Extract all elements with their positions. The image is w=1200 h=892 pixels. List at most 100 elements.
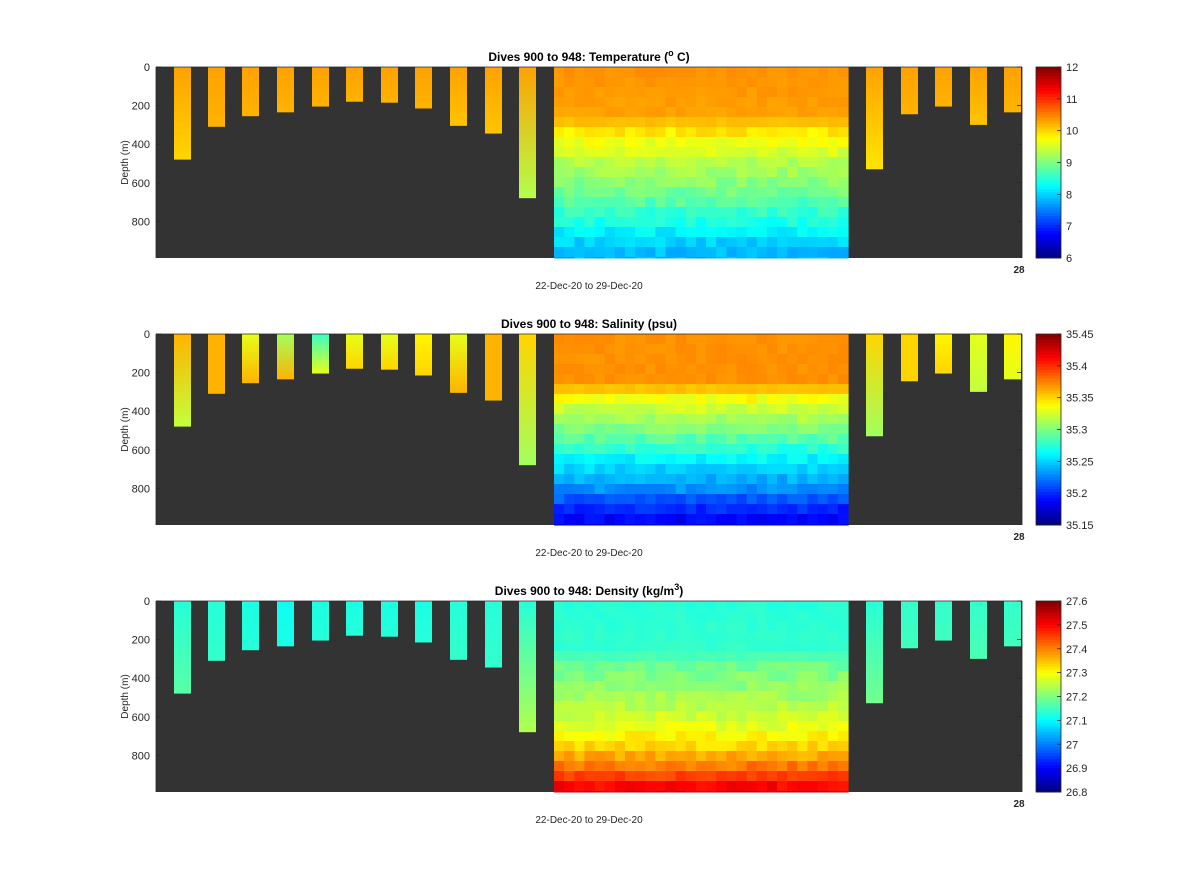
dense-cell: [827, 701, 839, 712]
profile-column: [1004, 601, 1021, 647]
dense-cell: [756, 514, 768, 525]
dense-cell: [706, 67, 717, 78]
dense-cell: [837, 334, 849, 345]
colorbar-tick-label: 12: [1066, 62, 1078, 74]
dense-cell: [706, 177, 717, 188]
dense-cell: [787, 691, 798, 702]
dense-cell: [817, 731, 829, 742]
dense-cell: [726, 494, 738, 505]
dense-cell: [807, 364, 819, 375]
dense-cell: [635, 711, 646, 722]
dense-cell: [675, 87, 687, 98]
dense-cell: [736, 167, 748, 178]
dense-cell: [726, 187, 738, 198]
dense-cell: [655, 424, 667, 435]
dense-cell: [574, 681, 586, 692]
dense-cell: [675, 434, 687, 445]
dense-cell: [797, 524, 809, 526]
dense-cell: [594, 761, 606, 772]
dense-cell: [624, 771, 636, 782]
dense-cell: [574, 751, 586, 762]
dense-cell: [655, 97, 667, 108]
dense-cell: [554, 751, 565, 762]
colorbar-cell: [1036, 423, 1061, 428]
dense-cell: [706, 157, 717, 168]
dense-cell: [756, 354, 768, 365]
colorbar-tick-label: 10: [1066, 126, 1078, 138]
dense-cell: [726, 364, 738, 375]
dense-cell: [594, 721, 606, 732]
colorbar-cell: [1036, 114, 1061, 119]
colorbar-cell: [1036, 492, 1061, 496]
dense-cell: [665, 87, 677, 98]
dense-cell: [665, 424, 677, 435]
dense-cell: [817, 177, 829, 188]
colorbar-cell: [1036, 627, 1061, 632]
dense-cell: [594, 671, 606, 682]
dense-cell: [614, 731, 626, 742]
dense-cell: [736, 621, 748, 632]
dense-cell: [736, 187, 748, 198]
dense-cell: [675, 157, 687, 168]
dense-cell: [766, 384, 778, 395]
dense-cell: [766, 464, 778, 475]
profile-column: [277, 334, 294, 380]
dense-cell: [675, 751, 687, 762]
dense-cell: [584, 484, 596, 495]
dense-cell: [746, 741, 758, 752]
dense-cell: [655, 741, 667, 752]
dense-cell: [817, 117, 829, 128]
dense-cell: [716, 237, 727, 248]
dense-cell: [756, 197, 768, 208]
dense-cell: [787, 394, 798, 405]
dense-cell: [787, 761, 798, 772]
dense-cell: [685, 117, 697, 128]
dense-cell: [574, 177, 586, 188]
chart-title: Dives 900 to 948: Salinity (psu): [501, 317, 677, 331]
dense-cell: [756, 454, 768, 465]
dense-cell: [777, 444, 788, 455]
profile-column: [970, 601, 987, 659]
dense-cell: [665, 374, 677, 385]
dense-cell: [594, 157, 606, 168]
dense-cell: [574, 237, 586, 248]
dense-cell: [594, 354, 606, 365]
dense-cell: [584, 524, 596, 526]
dense-cell: [766, 671, 778, 682]
dense-cell: [594, 474, 606, 485]
dense-cell: [655, 494, 667, 505]
dense-cell: [706, 524, 717, 526]
dense-cell: [746, 394, 758, 405]
y-tick-label: 200: [132, 101, 150, 113]
dense-cell: [766, 444, 778, 455]
dense-cell: [665, 227, 677, 238]
dense-cell: [797, 504, 809, 515]
dense-cell: [584, 127, 596, 138]
dense-cell: [645, 601, 656, 612]
dense-cell: [837, 374, 849, 385]
dense-cell: [655, 464, 667, 475]
dense-cell: [766, 621, 778, 632]
dense-cell: [635, 701, 646, 712]
dense-cell: [797, 404, 809, 415]
dense-cell: [584, 494, 596, 505]
dense-cell: [594, 77, 606, 88]
dense-cell: [574, 404, 586, 415]
dense-cell: [564, 404, 575, 415]
dense-cell: [797, 97, 809, 108]
dense-cell: [827, 197, 839, 208]
dense-cell: [624, 127, 636, 138]
dense-cell: [695, 404, 707, 415]
dense-cell: [675, 741, 687, 752]
dense-cell: [614, 257, 626, 259]
dense-cell: [736, 374, 748, 385]
dense-cell: [726, 444, 738, 455]
dense-cell: [554, 364, 565, 375]
dense-cell: [807, 117, 819, 128]
dense-cell: [695, 157, 707, 168]
dense-cell: [594, 611, 606, 622]
dense-cell: [665, 354, 677, 365]
profile-column: [415, 601, 432, 643]
dense-cell: [614, 494, 626, 505]
dense-cell: [665, 631, 677, 642]
